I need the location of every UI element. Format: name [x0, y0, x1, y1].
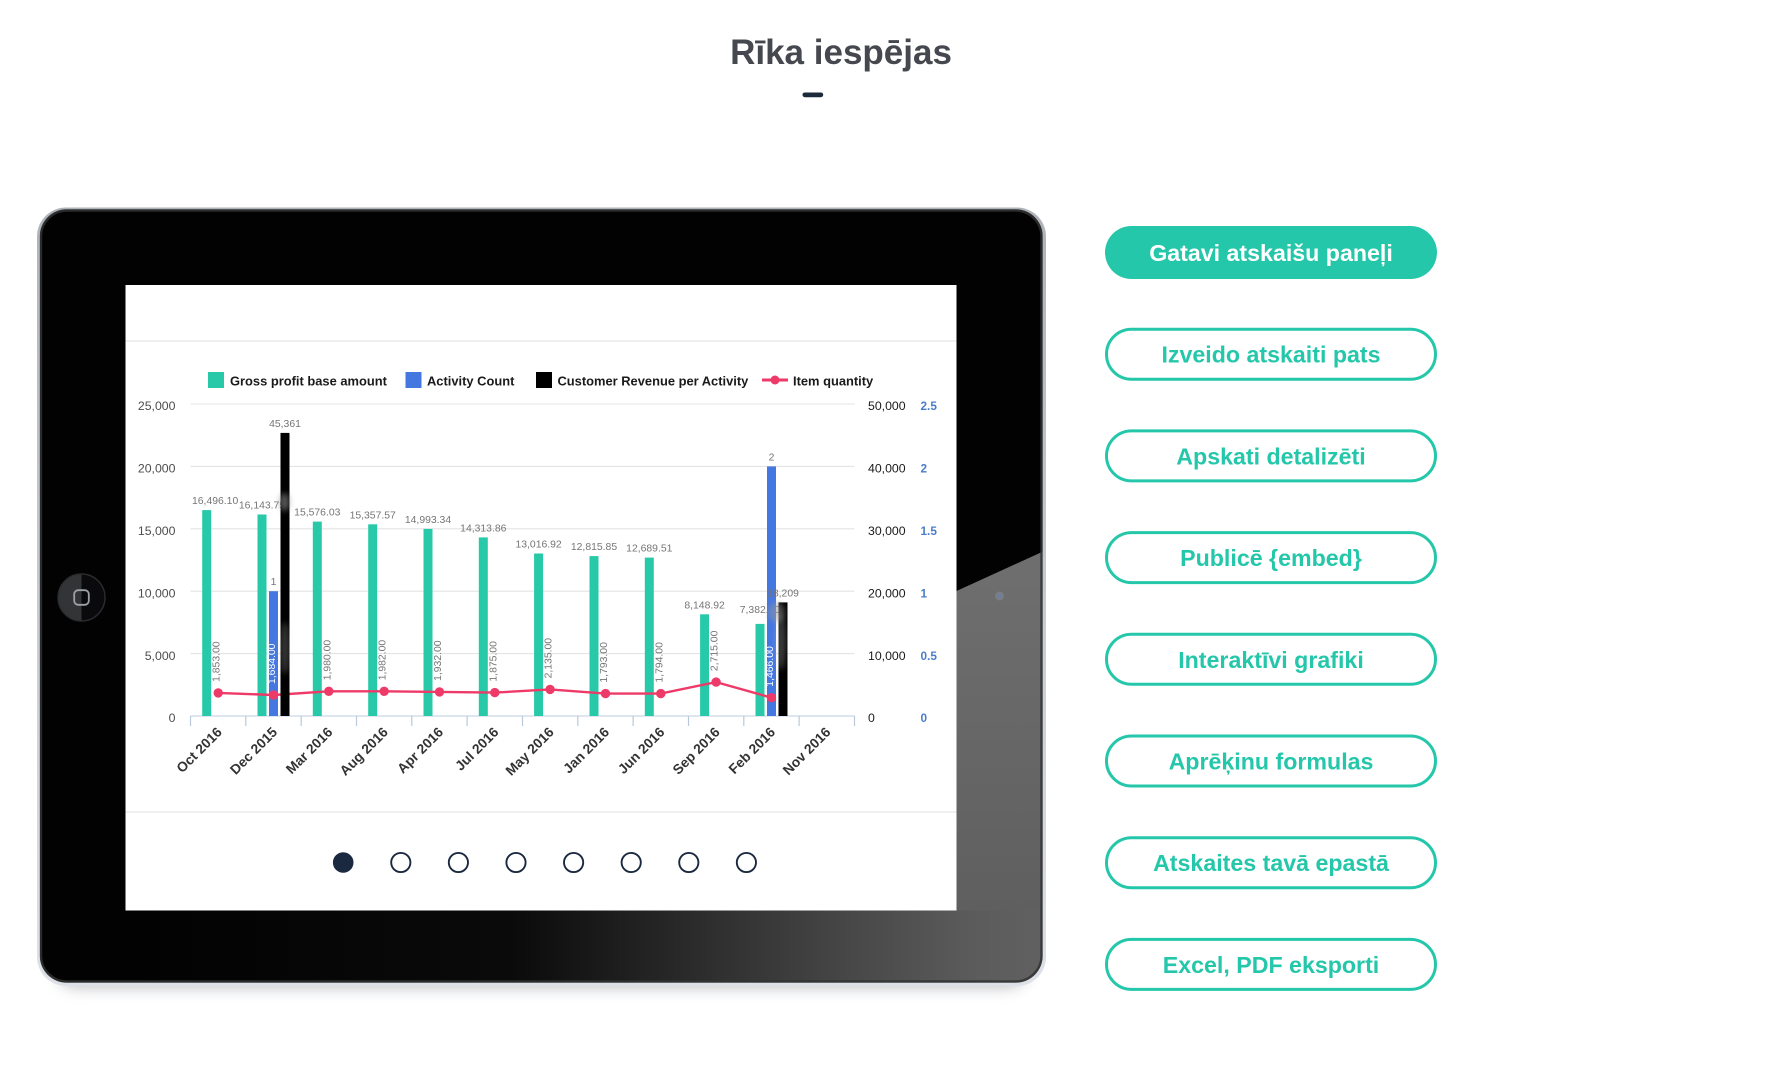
svg-text:1,794.00: 1,794.00 [654, 642, 665, 683]
svg-text:15,576.03: 15,576.03 [294, 508, 340, 519]
svg-text:Atskaites tavā epastā: Atskaites tavā epastā [1153, 850, 1390, 876]
svg-text:7,382.10: 7,382.10 [740, 605, 781, 616]
svg-text:2: 2 [921, 462, 928, 476]
svg-text:25,000: 25,000 [138, 399, 176, 413]
svg-text:2,135.00: 2,135.00 [544, 638, 555, 679]
svg-text:Gross profit base amount: Gross profit base amount [230, 374, 388, 389]
svg-text:15,000: 15,000 [138, 524, 176, 538]
svg-text:0: 0 [921, 711, 928, 725]
svg-text:Activity Count: Activity Count [427, 374, 515, 389]
svg-text:20,000: 20,000 [138, 462, 176, 476]
svg-text:0.5: 0.5 [921, 649, 938, 663]
svg-text:1,684.00: 1,684.00 [267, 643, 278, 684]
svg-text:0: 0 [868, 711, 875, 725]
svg-text:1,466.00: 1,466.00 [765, 646, 776, 687]
svg-text:1: 1 [271, 577, 277, 588]
svg-text:14,313.86: 14,313.86 [460, 523, 506, 534]
svg-text:Item quantity: Item quantity [793, 374, 874, 389]
svg-text:Izveido atskaiti pats: Izveido atskaiti pats [1161, 342, 1380, 368]
svg-text:5,000: 5,000 [145, 649, 176, 663]
svg-text:1,875.00: 1,875.00 [488, 641, 499, 682]
svg-text:15,357.57: 15,357.57 [350, 510, 396, 521]
svg-text:16,143.75: 16,143.75 [239, 501, 285, 512]
svg-text:45,361: 45,361 [269, 419, 301, 430]
svg-text:50,000: 50,000 [868, 399, 906, 413]
svg-text:1.5: 1.5 [921, 524, 938, 538]
svg-text:12,815.85: 12,815.85 [571, 542, 617, 553]
svg-text:1,982.00: 1,982.00 [378, 640, 389, 681]
svg-text:Customer Revenue per Activity: Customer Revenue per Activity [558, 374, 750, 389]
svg-text:1,853.00: 1,853.00 [212, 641, 223, 682]
svg-text:Excel, PDF eksporti: Excel, PDF eksporti [1163, 952, 1380, 978]
svg-text:2.5: 2.5 [921, 399, 938, 413]
svg-text:8,148.92: 8,148.92 [684, 600, 725, 611]
svg-text:14,993.34: 14,993.34 [405, 515, 451, 526]
svg-text:1,932.00: 1,932.00 [433, 640, 444, 681]
svg-text:12,689.51: 12,689.51 [626, 544, 672, 555]
svg-text:Publicē {embed}: Publicē {embed} [1180, 545, 1362, 571]
svg-text:1: 1 [921, 586, 928, 600]
svg-text:10,000: 10,000 [868, 649, 906, 663]
svg-text:Apskati detalizēti: Apskati detalizēti [1176, 443, 1365, 469]
svg-text:18,209: 18,209 [767, 588, 799, 599]
svg-text:Interaktīvi grafiki: Interaktīvi grafiki [1178, 647, 1364, 673]
svg-text:13,016.92: 13,016.92 [515, 540, 561, 551]
svg-text:20,000: 20,000 [868, 586, 906, 600]
svg-text:2,715.00: 2,715.00 [710, 630, 721, 671]
svg-text:10,000: 10,000 [138, 586, 176, 600]
svg-text:2: 2 [769, 452, 775, 463]
svg-text:40,000: 40,000 [868, 462, 906, 476]
svg-text:30,000: 30,000 [868, 524, 906, 538]
svg-text:Rīka iespējas: Rīka iespējas [730, 33, 952, 72]
svg-text:1,980.00: 1,980.00 [322, 640, 333, 681]
svg-text:0: 0 [169, 711, 176, 725]
svg-text:16,496.10: 16,496.10 [192, 496, 238, 507]
svg-text:1,793.00: 1,793.00 [599, 642, 610, 683]
svg-text:Aprēķinu formulas: Aprēķinu formulas [1169, 749, 1374, 775]
svg-text:Gatavi atskaišu paneļi: Gatavi atskaišu paneļi [1149, 240, 1393, 266]
